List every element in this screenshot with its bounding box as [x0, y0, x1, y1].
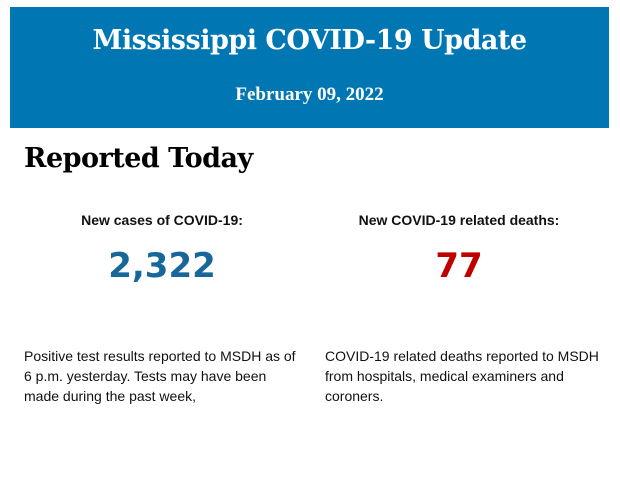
new-cases-description: Positive test results reported to MSDH a…	[24, 348, 296, 404]
new-cases-label: New cases of COVID-19:	[81, 212, 243, 228]
report-date: February 09, 2022	[235, 84, 384, 105]
new-cases-stat: New cases of COVID-19: 2,322 Positive te…	[24, 212, 314, 404]
new-deaths-label: New COVID-19 related deaths:	[358, 212, 560, 228]
new-cases-value: 2,322	[108, 246, 216, 286]
new-deaths-stat: New COVID-19 related deaths: 77 COVID-19…	[325, 212, 615, 404]
page-title: Mississippi COVID-19 Update	[92, 25, 527, 56]
new-deaths-description: COVID-19 related deaths reported to MSDH…	[325, 348, 599, 404]
section-title: Reported Today	[24, 143, 253, 174]
header-banner: Mississippi COVID-19 Update February 09,…	[10, 7, 609, 128]
new-deaths-value: 77	[435, 246, 483, 286]
